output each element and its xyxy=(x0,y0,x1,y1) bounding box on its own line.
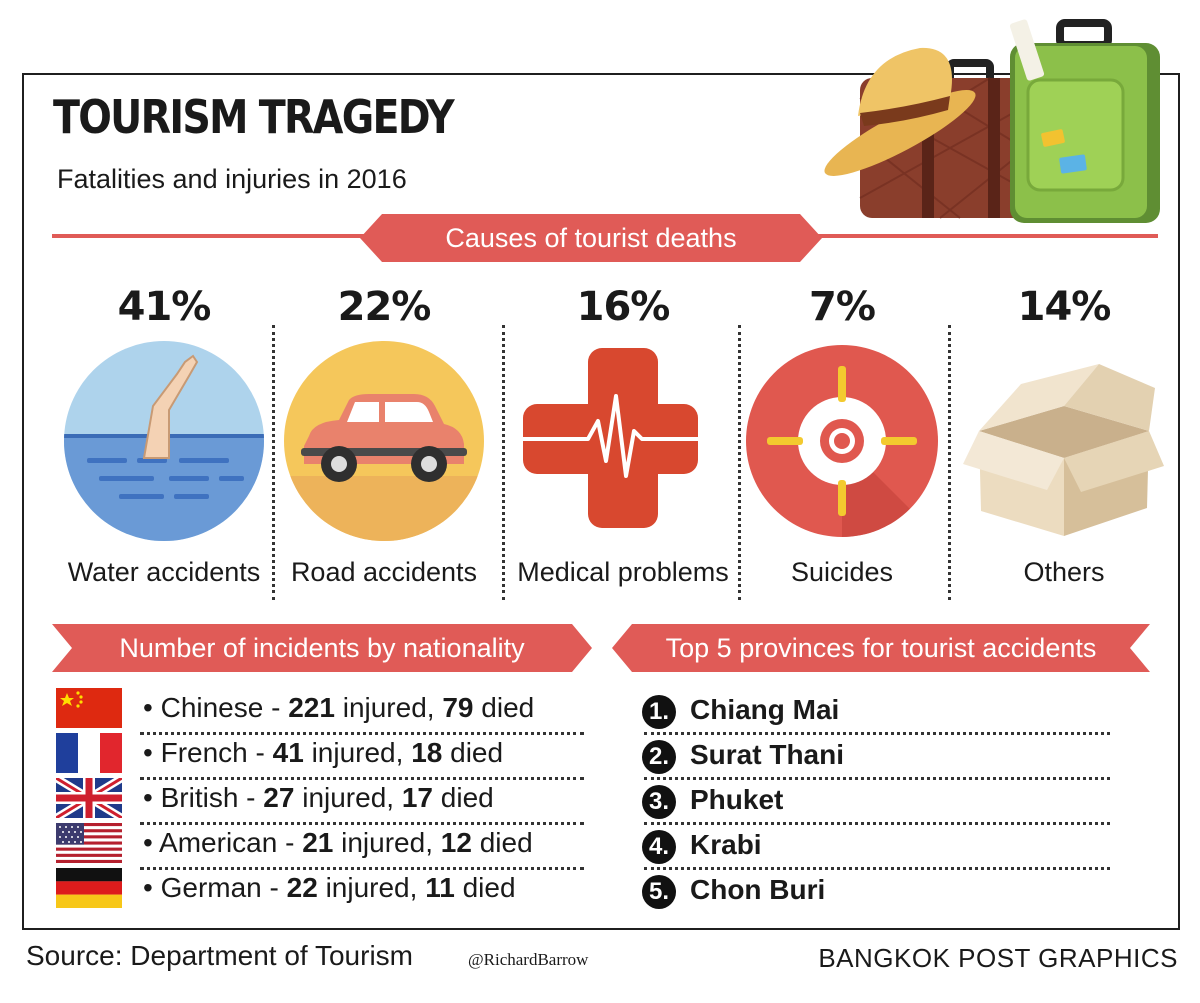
cause-label: Suicides xyxy=(790,557,894,587)
car-icon xyxy=(284,341,484,541)
died-count: 79 xyxy=(442,692,474,723)
province-name: Surat Thani xyxy=(690,739,845,770)
nationality-heading: Number of incidents by nationality xyxy=(52,624,592,672)
rank-badge: 5. xyxy=(642,875,676,909)
column-divider xyxy=(502,325,505,600)
row-divider xyxy=(140,777,584,780)
france-flag-icon xyxy=(56,733,122,773)
nationality-stat: • German - 22 injured, 11 died xyxy=(143,872,516,903)
column-divider xyxy=(738,325,741,600)
rank-badge: 4. xyxy=(642,830,676,864)
brand-credit: BANGKOK POST GRAPHICS xyxy=(818,943,1178,973)
cause-percent: 7% xyxy=(809,284,876,330)
injured-count: 221 xyxy=(288,692,335,723)
row-divider xyxy=(644,777,1110,780)
injured-count: 22 xyxy=(286,872,318,903)
nationality-stat: • British - 27 injured, 17 died xyxy=(143,782,494,813)
provinces-heading: Top 5 provinces for tourist accidents xyxy=(612,624,1150,672)
province-name: Chiang Mai xyxy=(690,694,840,725)
cause-percent: 41% xyxy=(117,284,212,330)
nationality-name: American xyxy=(159,827,278,858)
nationality-stat: • American - 21 injured, 12 died xyxy=(143,827,533,858)
nationality-stat: • French - 41 injured, 18 died xyxy=(143,737,504,768)
cause-label: Medical problems xyxy=(517,557,729,587)
rank-badge: 2. xyxy=(642,740,676,774)
nationality-name: French xyxy=(160,737,248,768)
injured-count: 21 xyxy=(302,827,334,858)
died-count: 18 xyxy=(411,737,443,768)
province-name: Chon Buri xyxy=(690,874,826,905)
row-divider xyxy=(140,867,584,870)
cause-percent: 16% xyxy=(576,284,671,330)
row-divider xyxy=(644,867,1110,870)
died-count: 12 xyxy=(440,827,472,858)
column-divider xyxy=(272,325,275,600)
open-box-icon xyxy=(963,364,1164,536)
province-name: Phuket xyxy=(690,784,784,815)
cause-label: Others xyxy=(1023,557,1105,587)
nationality-name: Chinese xyxy=(160,692,264,723)
cause-percent: 22% xyxy=(337,284,432,330)
drowning-hand-icon xyxy=(64,341,264,541)
causes-heading: Causes of tourist deaths xyxy=(360,214,822,262)
cause-label: Road accidents xyxy=(290,557,478,587)
germany-flag-icon xyxy=(56,868,122,908)
china-flag-icon xyxy=(56,688,122,728)
target-icon xyxy=(746,345,938,537)
died-count: 11 xyxy=(425,872,455,903)
row-divider xyxy=(644,732,1110,735)
died-count: 17 xyxy=(401,782,433,813)
luggage-illustration-icon xyxy=(824,19,1160,223)
row-divider xyxy=(140,732,584,735)
injured-count: 41 xyxy=(272,737,304,768)
rank-badge: 1. xyxy=(642,695,676,729)
uk-flag-icon xyxy=(56,778,122,818)
cause-label: Water accidents xyxy=(67,557,261,587)
cause-percent: 14% xyxy=(1017,284,1112,330)
credit-handle: @RichardBarrow xyxy=(468,950,589,969)
usa-flag-icon xyxy=(56,823,122,863)
page-title: TOURISM TRAGEDY xyxy=(53,90,455,144)
province-name: Krabi xyxy=(690,829,762,860)
column-divider xyxy=(948,325,951,600)
row-divider xyxy=(644,822,1110,825)
row-divider xyxy=(140,822,584,825)
nationality-name: British xyxy=(160,782,239,813)
injured-count: 27 xyxy=(263,782,295,813)
source-text: Source: Department of Tourism xyxy=(26,940,413,971)
nationality-stat: • Chinese - 221 injured, 79 died xyxy=(143,692,535,723)
rank-badge: 3. xyxy=(642,785,676,819)
page-subtitle: Fatalities and injuries in 2016 xyxy=(57,164,407,194)
nationality-name: German xyxy=(160,872,262,903)
medical-cross-icon xyxy=(520,348,703,528)
